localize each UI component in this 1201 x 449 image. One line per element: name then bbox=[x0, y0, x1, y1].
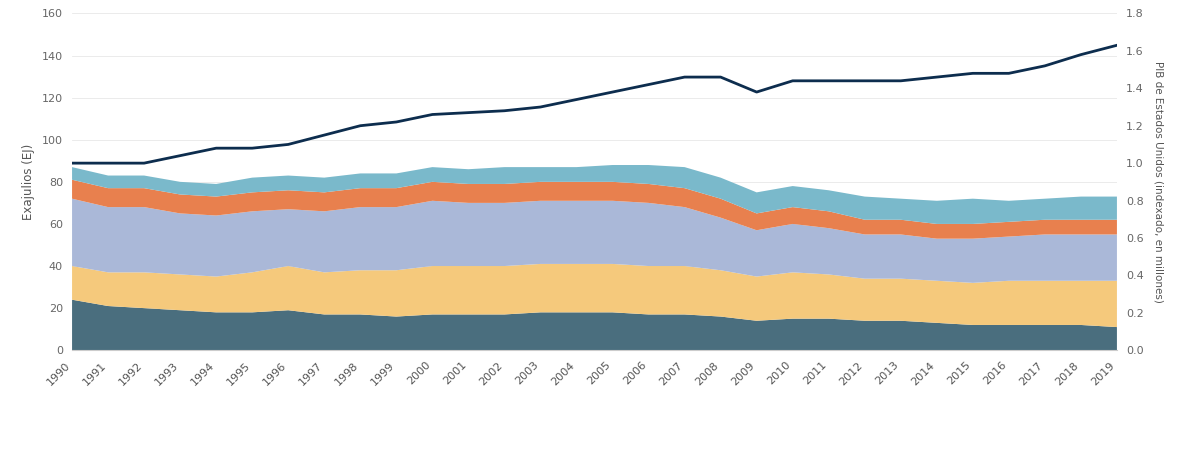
Y-axis label: Exajulios (EJ): Exajulios (EJ) bbox=[22, 144, 35, 220]
Y-axis label: PIB de Estados Unidos (indexado, en millones): PIB de Estados Unidos (indexado, en mill… bbox=[1153, 61, 1163, 303]
